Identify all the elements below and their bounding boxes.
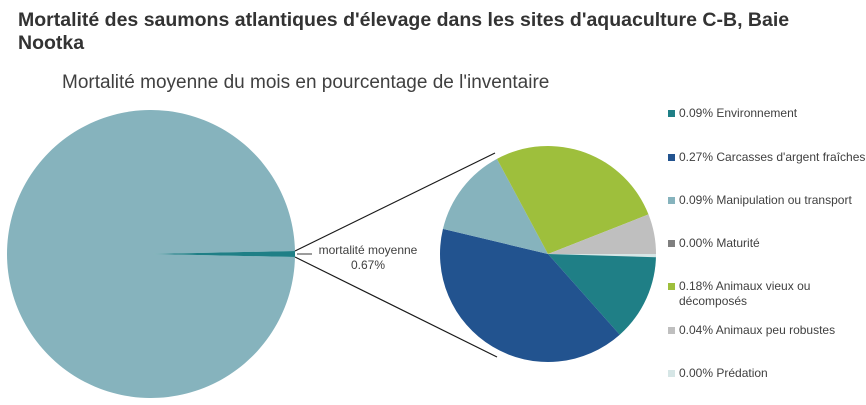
legend-label: 0.00% Maturité <box>679 236 760 250</box>
callout-label: mortalité moyenne <box>318 243 418 257</box>
legend-label: 0.09% Manipulation ou transport <box>679 193 852 207</box>
legend-label: 0.27% Carcasses d'argent fraîches <box>679 150 866 164</box>
legend-marker-icon <box>668 327 675 334</box>
connector-line <box>294 256 498 358</box>
legend-marker-icon <box>668 370 675 377</box>
legend-label: 0.09% Environnement <box>679 106 798 120</box>
secondary-pie-slice-2 <box>442 158 548 254</box>
callout-value: 0.67% <box>350 258 386 272</box>
legend-marker-icon <box>668 110 675 117</box>
secondary-pie <box>440 146 656 362</box>
legend-marker-icon <box>668 197 675 204</box>
legend-item-animaux-peu-robustes: 0.04% Animaux peu robustes <box>668 323 866 338</box>
secondary-pie-slice-5 <box>548 214 656 254</box>
mortality-callout: mortalité moyenne 0.67% <box>318 243 418 273</box>
legend-label: 0.18% Animaux vieux ou décomposés <box>679 279 811 308</box>
connector-lines <box>294 152 498 358</box>
connector-line <box>294 152 496 252</box>
legend-marker-icon <box>668 240 675 247</box>
chart-title: Mortalité des saumons atlantiques d'élev… <box>18 9 790 54</box>
main-pie-slice-remaining <box>7 109 295 398</box>
legend-item-environnement: 0.09% Environnement <box>668 106 866 121</box>
chart-subtitle: Mortalité moyenne du mois en pourcentage… <box>62 72 550 93</box>
main-pie <box>7 109 296 398</box>
legend-item-maturite: 0.00% Maturité <box>668 236 866 251</box>
secondary-pie-slice-6 <box>548 254 656 258</box>
main-pie-slice-mortality <box>151 250 296 258</box>
legend-item-manipulation: 0.09% Manipulation ou transport <box>668 193 866 208</box>
legend-item-predation: 0.00% Prédation <box>668 366 866 381</box>
legend-item-carcasses: 0.27% Carcasses d'argent fraîches <box>668 150 866 165</box>
secondary-pie-slice-1 <box>440 228 620 362</box>
legend-marker-icon <box>668 283 675 290</box>
secondary-pie-slice-4 <box>496 146 649 254</box>
legend-marker-icon <box>668 154 675 161</box>
legend-label: 0.04% Animaux peu robustes <box>679 323 836 337</box>
secondary-pie-slice-0 <box>548 254 656 335</box>
legend-item-animaux-vieux: 0.18% Animaux vieux ou décomposés <box>668 279 866 309</box>
legend-label: 0.00% Prédation <box>679 366 768 380</box>
